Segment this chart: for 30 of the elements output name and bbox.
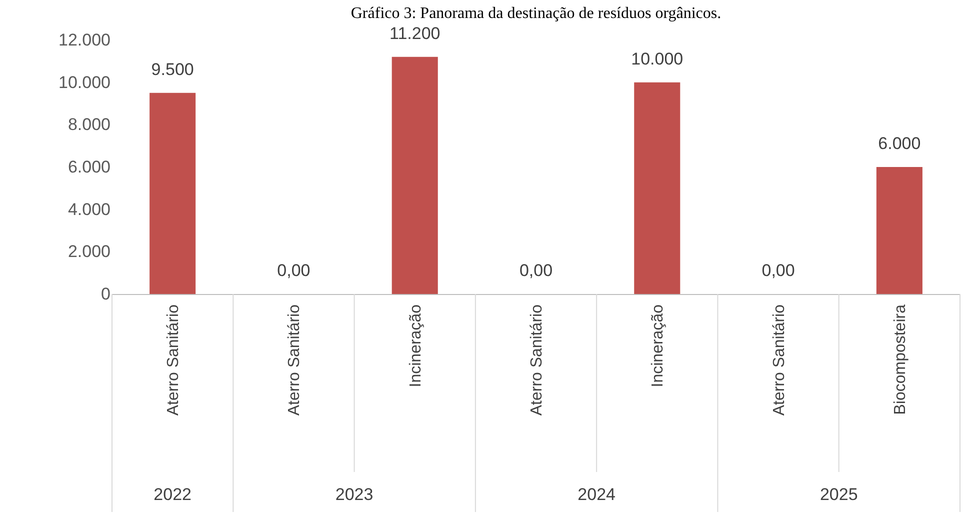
x-tick-label: Aterro Sanitário [528, 304, 546, 416]
bar [150, 92, 196, 294]
data-label: 9.500 [151, 60, 194, 79]
data-label: 0,00 [277, 261, 310, 280]
x-tick-label: Aterro Sanitário [165, 304, 182, 416]
y-tick-label: 8.000 [68, 115, 110, 134]
y-tick-label: 6.000 [68, 158, 110, 176]
bar [634, 82, 680, 294]
data-label: 0,00 [519, 261, 553, 280]
bar [876, 167, 922, 294]
x-tick-label: Biocomposteira [892, 304, 909, 415]
x-tick-label: Aterro Sanitário [286, 304, 304, 416]
text: 2025 [820, 485, 858, 504]
data-label: 6.000 [878, 134, 921, 153]
bar [392, 56, 438, 294]
y-tick-label: 12.000 [58, 30, 110, 50]
chart-title: Gráfico 3: Panorama da destinação de resíduos orgânicos. [350, 4, 722, 22]
text: 2022 [154, 485, 192, 504]
x-tick-label: Incineração [407, 304, 424, 388]
text: 2024 [578, 485, 616, 504]
data-label: 11.200 [389, 24, 440, 43]
data-label: 0,00 [762, 261, 795, 280]
y-tick-label: 4.000 [68, 200, 110, 219]
y-tick-label: 0 [101, 284, 110, 304]
data-label: 10.000 [631, 49, 684, 68]
y-tick-label: 2.000 [68, 242, 110, 262]
x-tick-label: Incineração [650, 304, 667, 388]
y-tick-label: 10.000 [58, 72, 110, 92]
text: 2023 [335, 485, 374, 504]
x-tick-label: Aterro Sanitário [770, 304, 788, 416]
